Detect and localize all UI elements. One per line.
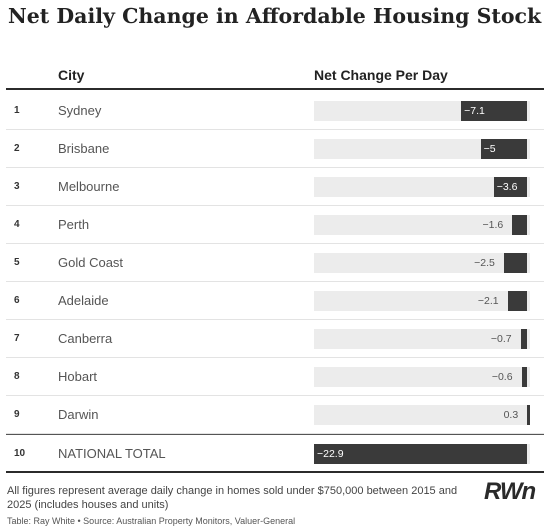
row-city: Hobart <box>58 369 98 384</box>
row-rank: 9 <box>14 409 20 420</box>
bar <box>521 367 528 387</box>
row-city: Canberra <box>58 331 113 346</box>
row-rank: 5 <box>14 257 20 268</box>
table-row: 8 Hobart −0.6 <box>6 358 544 396</box>
bar-value-label: −5 <box>483 143 496 155</box>
bar-track: −5 <box>314 139 530 159</box>
row-city: Gold Coast <box>58 255 124 270</box>
table-row: 9 Darwin 0.3 <box>6 396 544 434</box>
bar <box>480 139 528 159</box>
bar-value-label: −0.7 <box>490 333 512 345</box>
bar-track: −7.1 <box>314 101 530 121</box>
bar <box>503 253 528 273</box>
bar <box>314 444 528 464</box>
bar-value-label: −2.5 <box>474 257 495 269</box>
bar-value-label: −0.6 <box>491 371 513 383</box>
bar-value-label: −7.1 <box>464 105 485 117</box>
bar-value-label: −2.1 <box>477 295 499 307</box>
bar-track: −3.6 <box>314 177 530 197</box>
column-header-net-change: Net Change Per Day <box>314 67 448 83</box>
column-header-city: City <box>58 67 85 83</box>
bar <box>507 291 528 311</box>
row-city: Melbourne <box>58 179 120 194</box>
table-body: 1 Sydney −7.1 2 Brisbane −5 3 Melbourne −3.6 4 Per… <box>6 92 544 473</box>
table-row: 4 Perth −1.6 <box>6 206 544 244</box>
table-row: 2 Brisbane −5 <box>6 130 544 168</box>
row-city: Darwin <box>58 407 99 422</box>
ray-white-logo: RWn <box>484 478 536 505</box>
bar <box>493 177 528 197</box>
bar <box>527 405 530 425</box>
row-rank: 7 <box>14 333 20 344</box>
row-rank: 8 <box>14 371 20 382</box>
row-city: Adelaide <box>58 293 109 308</box>
row-rank: 1 <box>14 105 20 116</box>
bar-track: −0.6 <box>314 367 530 387</box>
bar-track: 0.3 <box>314 405 530 425</box>
bar <box>512 215 528 235</box>
table-row: 3 Melbourne −3.6 <box>6 168 544 206</box>
row-rank: 2 <box>14 143 20 154</box>
row-rank: 10 <box>14 448 26 459</box>
row-city: Brisbane <box>58 141 110 156</box>
table-row-total: 10 NATIONAL TOTAL −22.9 <box>6 434 544 473</box>
bar-value-label: −22.9 <box>317 448 344 460</box>
table-row: 7 Canberra −0.7 <box>6 320 544 358</box>
footnote: All figures represent average daily chan… <box>7 485 458 511</box>
bar-value-label: 0.3 <box>503 409 519 421</box>
bar-value-label: −1.6 <box>482 219 504 231</box>
bar-track: −2.5 <box>314 253 530 273</box>
row-city: Perth <box>58 217 90 232</box>
bar-track: −1.6 <box>314 215 530 235</box>
bar <box>520 329 528 349</box>
bar-track: −22.9 <box>314 444 530 464</box>
row-city: NATIONAL TOTAL <box>58 446 166 461</box>
table-row: 6 Adelaide −2.1 <box>6 282 544 320</box>
header-rule <box>6 88 544 90</box>
bar-track: −0.7 <box>314 329 530 349</box>
row-rank: 6 <box>14 295 20 306</box>
source-line: Table: Ray White • Source: Australian Pr… <box>7 516 296 526</box>
bar <box>461 101 528 121</box>
row-rank: 3 <box>14 181 20 192</box>
row-rank: 4 <box>14 219 20 230</box>
bar-value-label: −3.6 <box>496 181 518 193</box>
chart-title: Net Daily Change in Affordable Housing S… <box>8 4 542 28</box>
row-city: Sydney <box>58 103 102 118</box>
bar-track: −2.1 <box>314 291 530 311</box>
table-row: 1 Sydney −7.1 <box>6 92 544 130</box>
table-row: 5 Gold Coast −2.5 <box>6 244 544 282</box>
